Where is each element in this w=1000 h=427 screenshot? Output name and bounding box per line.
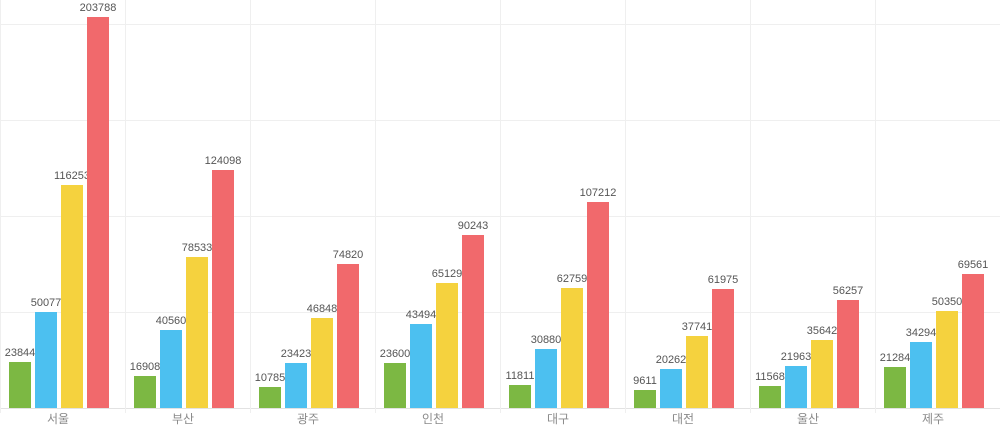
bar-daejeon-green[interactable] — [634, 389, 656, 408]
bar-daejeon-yellow[interactable] — [686, 335, 708, 408]
bar-incheon-red[interactable] — [462, 234, 484, 408]
bar-gwangju-blue[interactable] — [285, 363, 307, 408]
bar-seoul-red[interactable] — [87, 16, 109, 408]
bar-value-label: 61975 — [707, 274, 739, 286]
bar-ulsan-green[interactable] — [759, 385, 781, 408]
vertical-gridline — [500, 0, 501, 413]
bar-seoul-yellow[interactable] — [61, 184, 83, 408]
category-label-incheon: 인천 — [421, 412, 445, 426]
vertical-gridline — [250, 0, 251, 413]
bar-seoul-green[interactable] — [9, 362, 31, 408]
bar-incheon-green[interactable] — [384, 362, 406, 408]
bar-value-label: 23423 — [280, 348, 312, 361]
bar-value-label: 62759 — [556, 272, 588, 285]
bar-jeju-blue[interactable] — [910, 342, 932, 408]
bar-value-label: 20262 — [655, 354, 687, 367]
bar-value-label: 23844 — [4, 347, 36, 360]
bar-value-label: 16908 — [129, 360, 161, 373]
bar-busan-green[interactable] — [134, 375, 156, 408]
bar-value-label: 65129 — [431, 267, 463, 280]
bar-value-label: 10785 — [254, 372, 286, 385]
bar-value-label: 56257 — [832, 284, 864, 297]
bar-daegu-green[interactable] — [509, 385, 531, 408]
bar-value-label: 11811 — [505, 370, 535, 383]
bar-value-label: 124098 — [204, 154, 242, 167]
bar-ulsan-yellow[interactable] — [811, 339, 833, 408]
bar-value-label: 30880 — [530, 333, 562, 346]
bar-value-label: 69561 — [957, 259, 989, 272]
bar-jeju-red[interactable] — [962, 274, 984, 408]
bar-value-label: 116253 — [54, 169, 90, 182]
category-label-daegu: 대구 — [546, 412, 570, 426]
bar-gwangju-red[interactable] — [337, 264, 359, 408]
vertical-gridline — [125, 0, 126, 413]
bar-jeju-yellow[interactable] — [936, 311, 958, 408]
bar-value-label: 23600 — [379, 347, 411, 360]
bar-value-label: 34294 — [905, 327, 937, 340]
bar-value-label: 43494 — [405, 309, 437, 322]
bar-value-label: 50077 — [30, 296, 62, 309]
bar-incheon-blue[interactable] — [410, 324, 432, 408]
bar-daegu-yellow[interactable] — [561, 287, 583, 408]
bar-value-label: 74820 — [332, 249, 364, 262]
bar-value-label: 203788 — [79, 1, 117, 14]
bar-daegu-blue[interactable] — [535, 348, 557, 408]
bar-value-label: 37741 — [681, 320, 713, 333]
bar-gwangju-yellow[interactable] — [311, 318, 333, 408]
vertical-gridline — [750, 0, 751, 413]
bar-jeju-green[interactable] — [884, 367, 906, 408]
vertical-gridline — [625, 0, 626, 413]
bar-daejeon-red[interactable] — [712, 289, 734, 408]
bar-value-label: 21284 — [879, 352, 911, 365]
bar-incheon-yellow[interactable] — [436, 282, 458, 408]
vertical-gridline — [0, 0, 1, 413]
category-label-gwangju: 광주 — [296, 412, 320, 426]
bar-gwangju-green[interactable] — [259, 387, 281, 408]
category-label-jeju: 제주 — [921, 412, 945, 426]
category-label-busan: 부산 — [171, 412, 195, 426]
bar-value-label: 46848 — [306, 303, 338, 316]
bar-value-label: 107212 — [579, 187, 617, 200]
category-label-seoul: 서울 — [46, 412, 70, 426]
bar-ulsan-red[interactable] — [837, 299, 859, 408]
vertical-gridline — [875, 0, 876, 413]
bar-seoul-blue[interactable] — [35, 311, 57, 408]
bar-busan-yellow[interactable] — [186, 257, 208, 408]
bar-value-label: 21963 — [780, 350, 812, 363]
bar-busan-blue[interactable] — [160, 330, 182, 408]
bar-value-label: 11568 — [755, 370, 785, 383]
bar-daegu-red[interactable] — [587, 202, 609, 408]
bar-value-label: 90243 — [457, 219, 489, 232]
vertical-gridline — [375, 0, 376, 413]
bar-value-label: 50350 — [931, 296, 963, 309]
bar-busan-red[interactable] — [212, 169, 234, 408]
bar-ulsan-blue[interactable] — [785, 365, 807, 408]
category-label-daejeon: 대전 — [671, 412, 695, 426]
category-label-ulsan: 울산 — [796, 412, 820, 426]
bar-value-label: 9611 — [633, 374, 657, 387]
bar-value-label: 78533 — [181, 242, 213, 255]
bar-value-label: 40560 — [155, 315, 187, 328]
bar-value-label: 35642 — [806, 324, 838, 337]
bar-daejeon-blue[interactable] — [660, 369, 682, 408]
